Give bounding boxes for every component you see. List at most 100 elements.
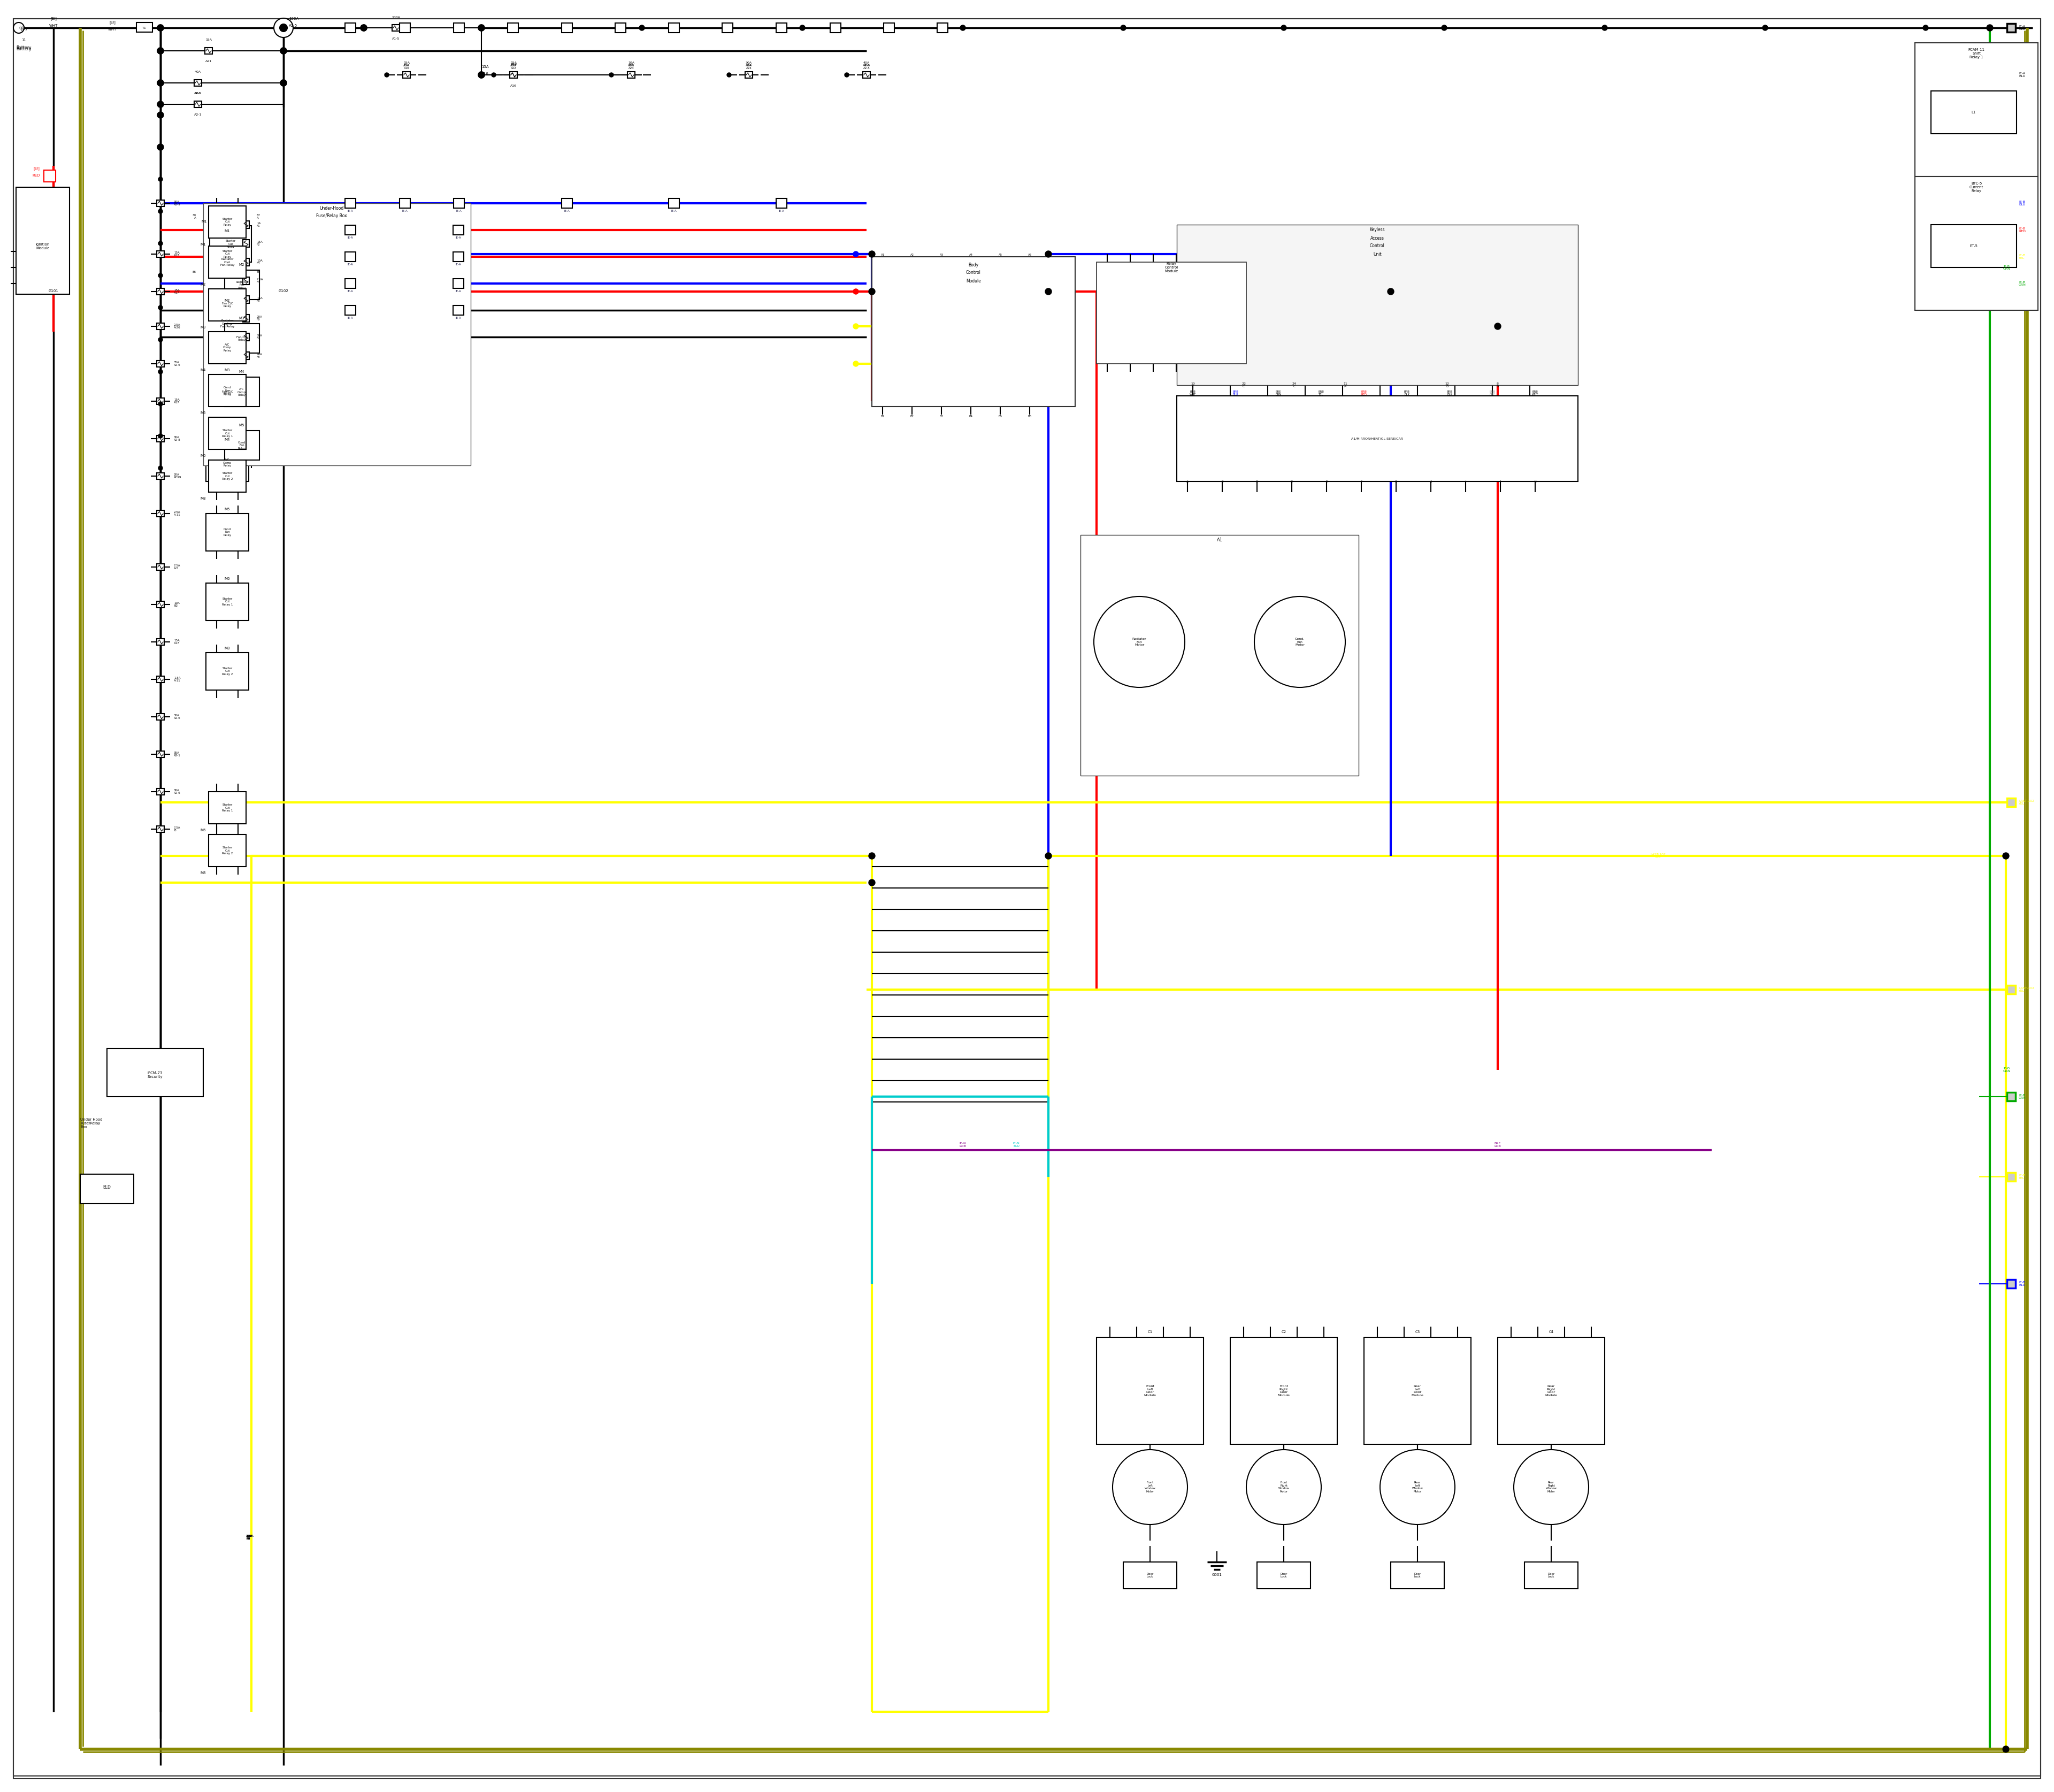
Bar xyxy=(205,582,249,620)
Text: B5: B5 xyxy=(998,414,1002,418)
Text: Rear
Right
Window
Motor: Rear Right Window Motor xyxy=(1547,1482,1557,1493)
Bar xyxy=(205,48,212,54)
Circle shape xyxy=(959,25,965,30)
Bar xyxy=(746,72,752,79)
Text: A2: A2 xyxy=(910,254,914,256)
Text: A5: A5 xyxy=(998,254,1002,256)
Text: IE-A: IE-A xyxy=(456,290,462,292)
Circle shape xyxy=(279,25,288,30)
Text: IE-B
GRN: IE-B GRN xyxy=(2003,1066,2011,1073)
Bar xyxy=(156,323,164,330)
Text: IE-A: IE-A xyxy=(347,317,353,319)
Text: 100A: 100A xyxy=(392,16,401,18)
Text: Cond
Fan
Relay: Cond Fan Relay xyxy=(238,441,246,450)
Text: IE-A: IE-A xyxy=(347,237,353,240)
Text: Radiator
Cooling
Fan Relay: Radiator Cooling Fan Relay xyxy=(220,319,234,328)
Circle shape xyxy=(158,81,162,84)
Bar xyxy=(210,418,246,450)
Text: 15A
A17: 15A A17 xyxy=(175,251,179,256)
Text: 15A: 15A xyxy=(509,63,518,66)
Bar xyxy=(1914,43,2038,177)
Text: Door
Lock: Door Lock xyxy=(1146,1572,1154,1579)
Text: A1/MIRROR/HEAT/GL SERE/CAR: A1/MIRROR/HEAT/GL SERE/CAR xyxy=(1352,437,1403,441)
Text: BRB
GRY: BRB GRY xyxy=(1489,391,1495,396)
Circle shape xyxy=(158,337,162,342)
Bar xyxy=(454,226,464,235)
Text: L1: L1 xyxy=(1972,111,1976,115)
Circle shape xyxy=(639,25,645,30)
Circle shape xyxy=(2003,853,2009,858)
Bar xyxy=(626,72,635,79)
Text: A1: A1 xyxy=(1216,538,1222,543)
Text: Under Hood
Fuse/Relay
Box: Under Hood Fuse/Relay Box xyxy=(80,1118,103,1129)
Text: M5: M5 xyxy=(201,412,205,414)
Bar xyxy=(2007,280,2015,289)
Bar xyxy=(242,351,249,360)
Text: A2-5: A2-5 xyxy=(193,91,201,95)
Text: IE-B
GRN: IE-B GRN xyxy=(2003,265,2011,271)
Text: WHT: WHT xyxy=(49,23,58,27)
Text: BTC-5
Current
Relay: BTC-5 Current Relay xyxy=(1970,181,1984,192)
Text: 15A: 15A xyxy=(481,65,489,68)
Text: M2: M2 xyxy=(238,263,244,267)
Text: 15A
F2: 15A F2 xyxy=(257,240,263,246)
Circle shape xyxy=(158,369,162,375)
Bar xyxy=(1177,396,1577,482)
Bar xyxy=(156,602,164,607)
Bar xyxy=(2007,23,2015,32)
Text: Body: Body xyxy=(967,262,978,267)
Bar xyxy=(210,792,246,824)
Circle shape xyxy=(14,23,25,34)
Bar xyxy=(1230,1337,1337,1444)
Text: IE-B
YEL: IE-B YEL xyxy=(2019,1174,2025,1179)
Bar xyxy=(509,72,518,79)
Text: 10A
B2: 10A B2 xyxy=(175,602,179,607)
Circle shape xyxy=(1095,597,1185,688)
Bar xyxy=(345,253,355,262)
Text: 40A: 40A xyxy=(195,72,201,73)
Text: A4: A4 xyxy=(969,254,974,256)
Circle shape xyxy=(1602,25,1608,30)
Circle shape xyxy=(1045,289,1052,294)
Circle shape xyxy=(852,289,859,294)
Bar xyxy=(43,170,55,181)
Text: IE-B
YEL: IE-B YEL xyxy=(2019,254,2025,260)
Circle shape xyxy=(852,251,859,256)
Bar xyxy=(345,226,355,235)
Text: Starter
Cut
Relay 1: Starter Cut Relay 1 xyxy=(222,428,232,437)
Text: 30A
A2-6: 30A A2-6 xyxy=(175,713,181,720)
Circle shape xyxy=(1495,323,1501,330)
Text: 30A
F7: 30A F7 xyxy=(257,333,263,340)
Text: Battery: Battery xyxy=(16,47,31,52)
Text: 30
A: 30 A xyxy=(193,213,197,220)
Bar xyxy=(224,376,259,407)
Text: M2: M2 xyxy=(201,283,205,287)
Text: 15A
A22: 15A A22 xyxy=(509,61,518,66)
Circle shape xyxy=(852,360,859,366)
Bar xyxy=(224,324,259,353)
Bar xyxy=(203,202,470,466)
Circle shape xyxy=(158,143,164,151)
Text: FCAM-11
Shift
Relay 1: FCAM-11 Shift Relay 1 xyxy=(1968,48,1984,59)
Circle shape xyxy=(273,18,294,38)
Text: Access: Access xyxy=(1370,235,1384,240)
Circle shape xyxy=(279,79,288,86)
Text: M3: M3 xyxy=(238,317,244,321)
Bar xyxy=(205,444,249,482)
Text: Battery: Battery xyxy=(16,47,31,50)
Bar xyxy=(401,199,411,208)
Bar xyxy=(2007,70,2015,79)
Bar xyxy=(1931,91,2017,134)
Text: IE-B
BLU: IE-B BLU xyxy=(2019,201,2025,206)
Bar xyxy=(1097,262,1247,364)
Text: A/C
Comp
Relay: A/C Comp Relay xyxy=(224,344,232,353)
Bar xyxy=(1364,1337,1471,1444)
Text: 2.5A
A-26: 2.5A A-26 xyxy=(175,323,181,330)
Bar xyxy=(1391,1563,1444,1590)
Bar xyxy=(195,79,201,86)
Circle shape xyxy=(852,324,859,330)
Circle shape xyxy=(727,73,731,77)
Circle shape xyxy=(1389,289,1395,294)
Bar xyxy=(561,199,573,208)
Text: A/C
Comp
Relay: A/C Comp Relay xyxy=(224,459,232,468)
